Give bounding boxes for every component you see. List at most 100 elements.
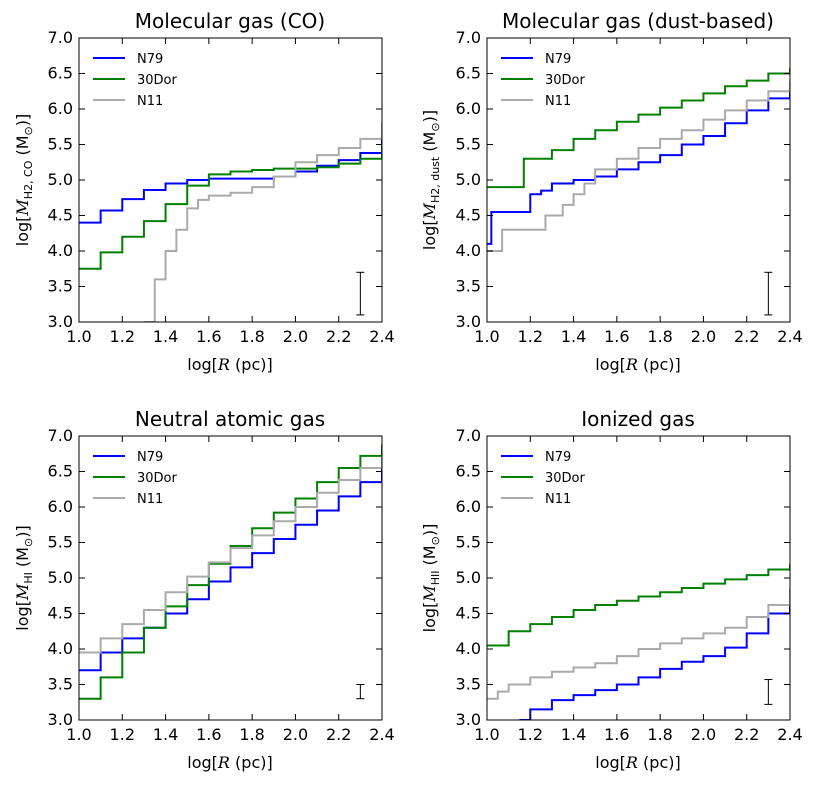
tick-marks	[78, 37, 383, 323]
y-axis-label: log[MH2, dust (M⊙)]	[420, 110, 442, 250]
y-tick-label: 6.0	[48, 99, 73, 118]
series-line-n79	[79, 467, 382, 672]
x-tick-label: 1.0	[66, 327, 91, 346]
legend-label: N79	[545, 52, 571, 67]
y-tick-labels: 3.0 3.5 4.0 4.5 5.0 5.5 6.0 6.5 7.0	[456, 426, 481, 729]
y-tick-label: 5.5	[456, 533, 481, 552]
y-tick-label: 7.0	[456, 28, 481, 47]
plot-frame	[78, 37, 383, 323]
series-line-n79	[79, 138, 382, 224]
x-tick-label: 1.0	[474, 327, 499, 346]
x-tick-label: 2.2	[734, 327, 759, 346]
panel-title: Neutral atomic gas	[135, 407, 325, 431]
legend-item-n79: N79	[93, 450, 163, 465]
y-tick-label: 3.0	[48, 710, 73, 729]
legend-item-30dor: 30Dor	[93, 471, 178, 486]
y-tick-label: 5.0	[456, 568, 481, 587]
x-axis-label: log[R (pc)]	[595, 753, 680, 772]
plot-frame	[78, 435, 383, 721]
x-tick-label: 1.0	[474, 725, 499, 744]
x-tick-label: 2.2	[326, 327, 351, 346]
error-bar	[764, 271, 773, 316]
y-tick-label: 5.5	[48, 135, 73, 154]
legend: N79 30Dor N11	[93, 52, 178, 109]
y-tick-label: 4.5	[456, 604, 481, 623]
y-tick-label: 3.0	[48, 312, 73, 331]
plot-frame	[486, 37, 791, 323]
y-tick-label: 7.0	[48, 426, 73, 445]
series-group	[487, 563, 790, 720]
y-tick-label: 3.0	[456, 312, 481, 331]
x-tick-label: 1.2	[110, 327, 135, 346]
legend-label: N11	[545, 492, 571, 507]
series-line-n11	[143, 121, 382, 322]
y-tick-label: 7.0	[456, 426, 481, 445]
series-line-n11	[487, 588, 790, 700]
panel-molecular-gas-dust: Molecular gas (dust-based) 1.0 1.2 1.4 1.6 1…	[420, 9, 803, 374]
x-tick-label: 1.6	[604, 725, 629, 744]
legend: N79 30Dor N11	[501, 52, 586, 109]
legend-item-n79: N79	[501, 52, 571, 67]
y-tick-label: 6.5	[456, 64, 481, 83]
x-tick-label: 1.6	[196, 327, 221, 346]
legend-item-n79: N79	[93, 52, 163, 67]
plot-area	[487, 563, 790, 720]
x-tick-label: 2.2	[326, 725, 351, 744]
y-tick-label: 3.0	[456, 710, 481, 729]
x-tick-label: 1.8	[239, 725, 264, 744]
x-tick-label: 2.0	[283, 725, 308, 744]
legend-label: N11	[545, 94, 571, 109]
x-tick-label: 1.8	[647, 725, 672, 744]
legend: N79 30Dor N11	[93, 450, 178, 507]
y-tick-label: 4.0	[48, 639, 73, 658]
x-tick-label: 1.0	[66, 725, 91, 744]
series-group	[487, 67, 790, 252]
x-tick-labels: 1.0 1.2 1.4 1.6 1.8 2.0 2.2 2.4	[474, 327, 802, 346]
y-axis-label: log[MH2, CO (M⊙)]	[13, 114, 35, 246]
x-tick-labels: 1.0 1.2 1.4 1.6 1.8 2.0 2.2 2.4	[66, 327, 394, 346]
legend-label: 30Dor	[137, 73, 178, 88]
panel-title: Molecular gas (CO)	[135, 9, 325, 33]
y-tick-label: 5.0	[48, 568, 73, 587]
error-bar	[764, 679, 773, 705]
x-tick-label: 1.4	[153, 725, 178, 744]
y-tick-label: 6.0	[48, 497, 73, 516]
tick-marks	[486, 37, 791, 323]
legend-item-n11: N11	[501, 492, 571, 507]
series-group	[79, 444, 382, 700]
series-line-n11	[79, 455, 382, 654]
x-tick-label: 1.4	[561, 327, 586, 346]
legend-label: N79	[137, 450, 163, 465]
y-tick-label: 5.5	[456, 135, 481, 154]
y-tick-label: 6.0	[456, 99, 481, 118]
y-tick-label: 7.0	[48, 28, 73, 47]
y-tick-label: 5.5	[48, 533, 73, 552]
legend-label: 30Dor	[545, 471, 586, 486]
legend-label: 30Dor	[137, 471, 178, 486]
legend-item-30dor: 30Dor	[501, 471, 586, 486]
y-tick-label: 4.0	[456, 241, 481, 260]
x-tick-label: 2.2	[734, 725, 759, 744]
y-tick-label: 3.5	[456, 277, 481, 296]
x-tick-label: 2.0	[283, 327, 308, 346]
legend-label: N11	[137, 94, 163, 109]
plot-area	[487, 67, 790, 316]
x-tick-label: 1.8	[239, 327, 264, 346]
x-tick-label: 1.2	[518, 725, 543, 744]
x-axis-label: log[R (pc)]	[187, 753, 272, 772]
panel-molecular-gas-co: Molecular gas (CO) 1.0 1.2 1.4 1.6 1.8 2.0 2.2…	[13, 9, 395, 374]
legend-item-n11: N11	[93, 94, 163, 109]
x-tick-label: 2.4	[777, 327, 802, 346]
legend-label: N11	[137, 492, 163, 507]
legend-item-n11: N11	[501, 94, 571, 109]
plot-area	[79, 121, 382, 322]
legend-item-30dor: 30Dor	[501, 73, 586, 88]
panel-title: Molecular gas (dust-based)	[502, 9, 774, 33]
y-tick-label: 4.5	[456, 206, 481, 225]
series-line-30dor	[487, 563, 790, 647]
error-bar	[356, 271, 365, 316]
series-group	[79, 121, 382, 322]
x-axis-label: log[R (pc)]	[595, 355, 680, 374]
panel-neutral-atomic-gas: Neutral atomic gas 1.0 1.2 1.4 1.6 1.8 2.0 2.2…	[13, 407, 395, 772]
